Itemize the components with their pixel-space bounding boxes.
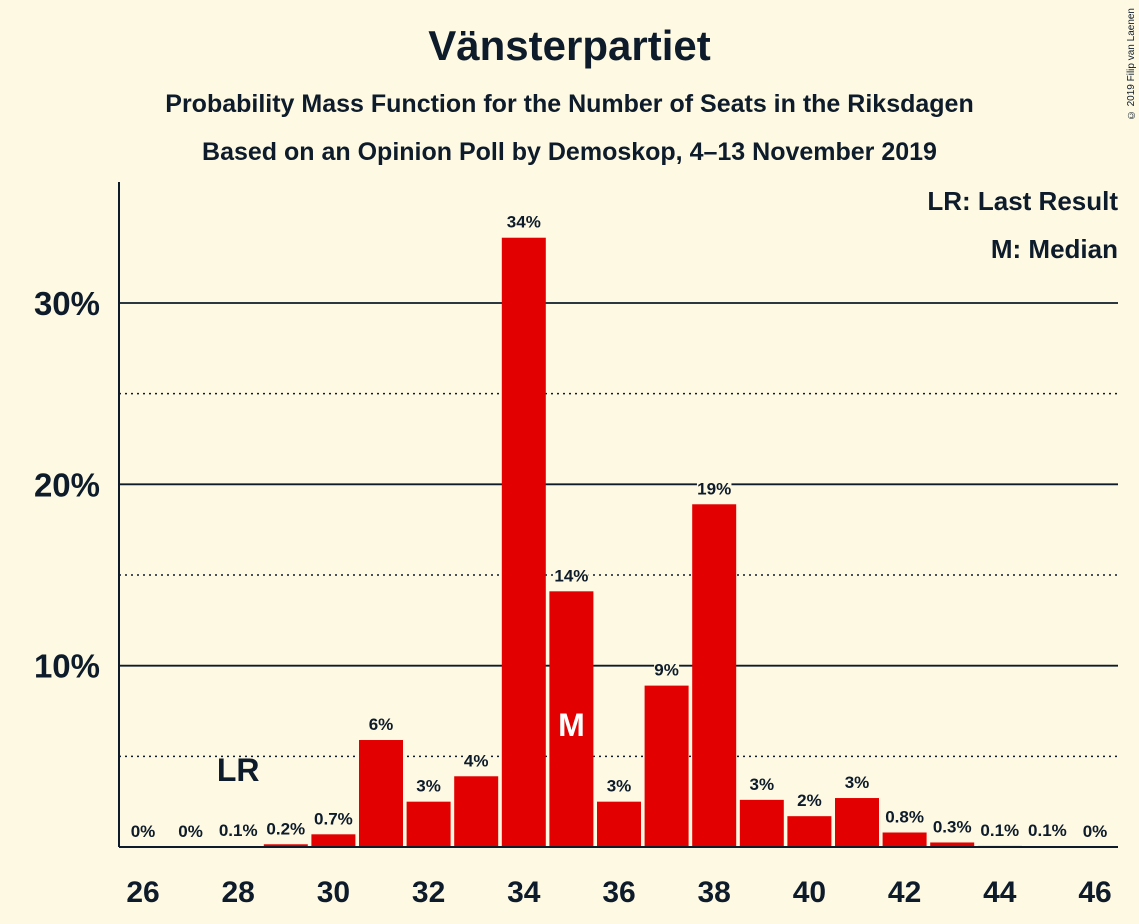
bar-label-seat-44: 0.1% [980, 821, 1019, 840]
bar-label-seat-26: 0% [131, 822, 156, 841]
bar-label-bg-41 [844, 773, 870, 793]
bar-seat-37 [644, 685, 689, 847]
x-tick-label-28: 28 [222, 876, 255, 909]
bar-seat-43 [930, 842, 975, 847]
bar-label-bg-40 [796, 791, 822, 811]
bar-label-seat-41: 3% [845, 773, 870, 792]
bar-label-seat-43: 0.3% [933, 817, 972, 836]
bar-seat-29 [263, 844, 308, 847]
median-marker: M [558, 707, 585, 743]
bar-label-seat-32: 3% [416, 777, 441, 796]
bar-label-seat-36: 3% [607, 777, 632, 796]
gridlines [119, 302, 1118, 758]
x-tick-label-38: 38 [698, 876, 731, 909]
bar-label-seat-40: 2% [797, 791, 822, 810]
bar-label-bg-45 [1025, 821, 1070, 841]
bar-label-bg-26 [130, 822, 156, 841]
bar-label-seat-34: 34% [507, 213, 541, 232]
bar-label-bg-29 [263, 819, 308, 839]
last-result-marker: LR [217, 752, 260, 788]
bar-label-seat-39: 3% [750, 775, 775, 794]
bar-label-bg-28 [216, 821, 261, 841]
bar-seat-39 [739, 799, 784, 847]
x-tick-label-44: 44 [983, 876, 1017, 909]
y-tick-label-30: 30% [34, 285, 100, 322]
bar-seat-30 [311, 834, 356, 847]
y-tick-label-10: 10% [34, 648, 100, 685]
bar-seat-32 [406, 801, 451, 847]
bar-label-seat-30: 0.7% [314, 809, 353, 828]
bar-seat-40 [787, 816, 832, 847]
bar-label-seat-45: 0.1% [1028, 821, 1067, 840]
bar-label-bg-35 [554, 566, 589, 586]
legend-last-result: LR: Last Result [927, 186, 1118, 216]
bar-label-bg-33 [463, 751, 489, 771]
bar-label-bg-27 [178, 822, 204, 841]
x-tick-label-30: 30 [317, 876, 350, 909]
x-tick-label-42: 42 [888, 876, 921, 909]
bar-label-seat-33: 4% [464, 751, 489, 770]
chart-source-line: Based on an Opinion Poll by Demoskop, 4–… [202, 138, 937, 166]
x-tick-label-34: 34 [507, 876, 541, 909]
bar-seat-35 [549, 591, 594, 847]
bar-label-seat-29: 0.2% [266, 819, 305, 838]
bar-label-seat-46: 0% [1083, 822, 1108, 841]
bar-seat-36 [597, 801, 641, 847]
bar-label-seat-28: 0.1% [219, 821, 258, 840]
bar-label-bg-31 [368, 715, 394, 735]
x-tick-label-32: 32 [412, 876, 445, 909]
bar-seat-38 [692, 504, 737, 847]
bar-labels: 0% 0% 0.1% 0.2% 0.7% 6% 3% 4% 34% 14% 3% 9% 19% 3% 2% 3… [130, 212, 1108, 841]
bar-label-bg-37 [654, 660, 680, 680]
bar-seat-31 [359, 740, 403, 847]
bar-label-bg-42 [882, 807, 927, 827]
bar-seat-42 [882, 832, 927, 847]
bar-label-bg-39 [749, 774, 775, 794]
bar-label-seat-27: 0% [178, 822, 203, 841]
bar-label-bg-43 [930, 817, 975, 837]
axes [118, 182, 1118, 848]
x-tick-label-36: 36 [602, 876, 635, 909]
y-tick-label-20: 20% [34, 466, 100, 503]
bar-label-seat-42: 0.8% [885, 807, 924, 826]
chart-subtitle: Probability Mass Function for the Number… [165, 90, 974, 118]
x-tick-label-40: 40 [793, 876, 826, 909]
bar-label-seat-35: 14% [554, 566, 588, 585]
legend-median: M: Median [991, 234, 1118, 264]
bar-label-bg-44 [977, 820, 1022, 840]
chart-title: Vänsterpartiet [428, 22, 711, 69]
bar-label-bg-34 [506, 212, 542, 232]
bar-seat-34 [501, 237, 546, 848]
bar-label-bg-46 [1082, 822, 1108, 841]
bar-label-seat-37: 9% [654, 661, 679, 680]
bar-label-seat-31: 6% [369, 715, 394, 734]
bar-label-bg-32 [416, 776, 442, 796]
x-tick-label-46: 46 [1078, 876, 1111, 909]
tick-labels: 10% 20% 30% 26 28 30 32 34 36 38 40 42 44 46 [34, 285, 1112, 909]
bar-label-bg-36 [606, 776, 632, 796]
bar-label-seat-38: 19% [697, 479, 731, 498]
x-tick-label-26: 26 [126, 876, 159, 909]
bar-seat-41 [835, 798, 879, 847]
bars [216, 237, 1070, 848]
bar-label-bg-30 [311, 809, 356, 829]
bar-seat-33 [454, 776, 499, 847]
bar-label-bg-38 [696, 479, 732, 499]
